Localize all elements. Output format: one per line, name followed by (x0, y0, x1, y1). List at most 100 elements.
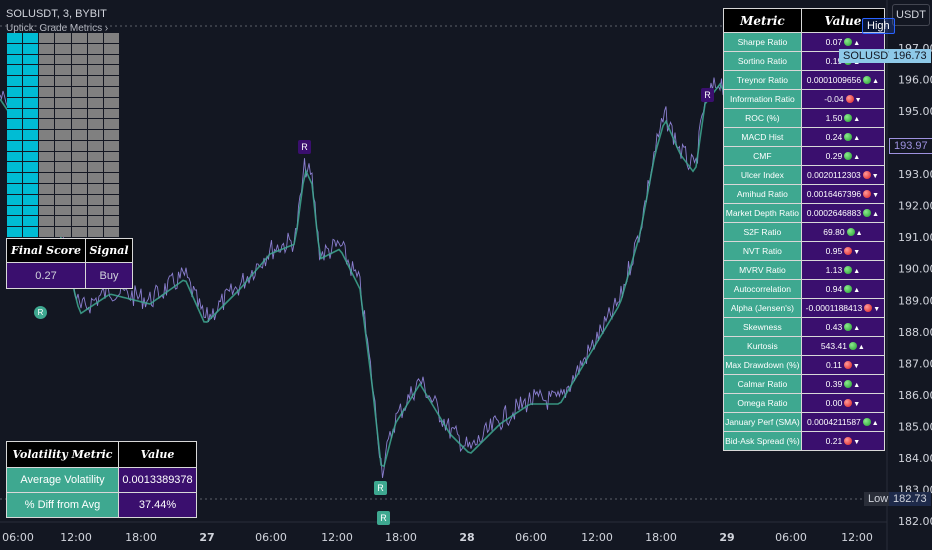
metric-value-text: 0.29 (825, 151, 843, 161)
heatmap-cell (55, 33, 71, 43)
heatmap-cell (87, 86, 103, 97)
heatmap-cell (7, 130, 23, 140)
metrics-table: Metric Value Sharpe Ratio 0.07 ▲ Sortino Ra… (723, 8, 886, 451)
heatmap-cell (7, 76, 23, 86)
heatmap-cell (39, 65, 55, 76)
metric-name: Market Depth Ratio (723, 203, 802, 223)
arrow-down-icon: ▼ (853, 401, 861, 408)
metric-value-text: 0.94 (825, 284, 843, 294)
metric-row: Autocorrelation 0.94 ▲ (723, 279, 886, 299)
symbol-title[interactable]: SOLUSDT, 3, BYBIT (6, 8, 107, 20)
red-dot-icon (845, 95, 854, 103)
metric-value: 0.24 ▲ (800, 127, 886, 147)
heatmap-cell (23, 86, 39, 97)
red-dot-icon (844, 437, 853, 445)
metric-row: Alpha (Jensen's) -0.0001188413 ▼ (723, 298, 886, 318)
final-score-header: Final Score (6, 238, 86, 263)
reversal-marker[interactable]: R (374, 481, 387, 495)
heatmap-cell (23, 227, 39, 237)
metric-value-text: 0.43 (825, 322, 843, 332)
reversal-marker[interactable]: R (298, 140, 311, 154)
heatmap-cell (87, 227, 103, 237)
volatility-row-name: Average Volatility (6, 467, 119, 493)
green-dot-icon (844, 323, 853, 331)
heatmap-cell (23, 97, 39, 108)
metric-value: 0.0020112303 ▼ (800, 165, 886, 185)
heatmap-cell (7, 33, 23, 43)
heatmap-cell (87, 140, 103, 151)
heatmap-cell (87, 216, 103, 227)
heatmap-cell (39, 216, 55, 227)
metric-value-text: 0.21 (825, 436, 843, 446)
metric-name: Kurtosis (723, 336, 802, 356)
heatmap-cell (39, 86, 55, 97)
heatmap-cell (71, 227, 87, 237)
heatmap-cell (87, 194, 103, 205)
heatmap-cell (7, 151, 23, 162)
heatmap-cell (55, 227, 71, 237)
metric-value-text: 0.39 (825, 379, 843, 389)
x-axis-tick: 06:00 (2, 531, 34, 544)
metric-value: 0.43 ▲ (800, 317, 886, 337)
currency-selector[interactable]: USDT (892, 4, 930, 26)
heatmap-cell (7, 227, 23, 237)
indicator-title[interactable]: Uptick: Grade Metrics › (6, 23, 109, 34)
metric-value-text: -0.0001188413 (805, 303, 863, 313)
heatmap-cell (87, 54, 103, 65)
metric-value: 0.21 ▼ (800, 431, 886, 451)
heatmap-cell (55, 216, 71, 227)
y-axis-tick: 196.00 (898, 74, 932, 87)
heatmap-cell (23, 184, 39, 194)
reversal-marker[interactable]: R (377, 511, 390, 525)
reversal-marker[interactable]: R (34, 306, 47, 319)
metric-value: 0.29 ▲ (800, 146, 886, 166)
arrow-up-icon: ▲ (853, 40, 861, 47)
x-axis-tick: 29 (719, 531, 734, 544)
heatmap-cell (103, 65, 119, 76)
heatmap-cell (71, 151, 87, 162)
green-dot-icon (844, 266, 853, 274)
heatmap-cell (23, 76, 39, 86)
metric-value-text: 0.00 (825, 398, 843, 408)
heatmap-cell (71, 54, 87, 65)
heatmap-cell (23, 54, 39, 65)
heatmap-cell (55, 194, 71, 205)
heatmap-cell (103, 151, 119, 162)
metric-name: January Perf (SMA) (723, 412, 802, 432)
heatmap-cell (23, 108, 39, 119)
heatmap-cell (103, 184, 119, 194)
x-axis-tick: 06:00 (255, 531, 287, 544)
heatmap-cell (23, 65, 39, 76)
heatmap-cell (103, 205, 119, 216)
metric-value-text: 0.0001009656 (806, 75, 862, 85)
metric-value: 0.11 ▼ (800, 355, 886, 375)
metric-row: Treynor Ratio 0.0001009656 ▲ (723, 70, 886, 90)
volatility-value-header: Value (118, 441, 197, 468)
heatmap-cell (23, 130, 39, 140)
x-axis-tick: 12:00 (581, 531, 613, 544)
heatmap-cell (87, 65, 103, 76)
heatmap-cell (55, 43, 71, 54)
arrow-up-icon: ▲ (872, 78, 880, 85)
metric-row: Sharpe Ratio 0.07 ▲ (723, 32, 886, 52)
metric-value-text: 1.13 (825, 265, 843, 275)
green-dot-icon (844, 152, 853, 160)
metric-row: Information Ratio -0.04 ▼ (723, 89, 886, 109)
y-axis-tick: 185.00 (898, 420, 932, 433)
metric-row: Market Depth Ratio 0.0002646883 ▲ (723, 203, 886, 223)
heatmap-cell (103, 162, 119, 173)
metric-value: 0.94 ▲ (800, 279, 886, 299)
metric-value-text: 543.41 (820, 341, 847, 351)
y-axis-tick: 189.00 (898, 294, 932, 307)
heatmap-cell (87, 130, 103, 140)
signal-value: Buy (85, 262, 133, 289)
metric-value-text: 1.50 (825, 113, 843, 123)
heatmap-cell (55, 108, 71, 119)
reversal-marker[interactable]: R (701, 88, 714, 102)
heatmap-cell (39, 205, 55, 216)
metric-value: 1.13 ▲ (800, 260, 886, 280)
red-dot-icon (863, 190, 872, 198)
metric-value: 0.00 ▼ (800, 393, 886, 413)
metric-value-text: 0.0020112303 (807, 170, 861, 180)
x-axis-tick: 06:00 (775, 531, 807, 544)
